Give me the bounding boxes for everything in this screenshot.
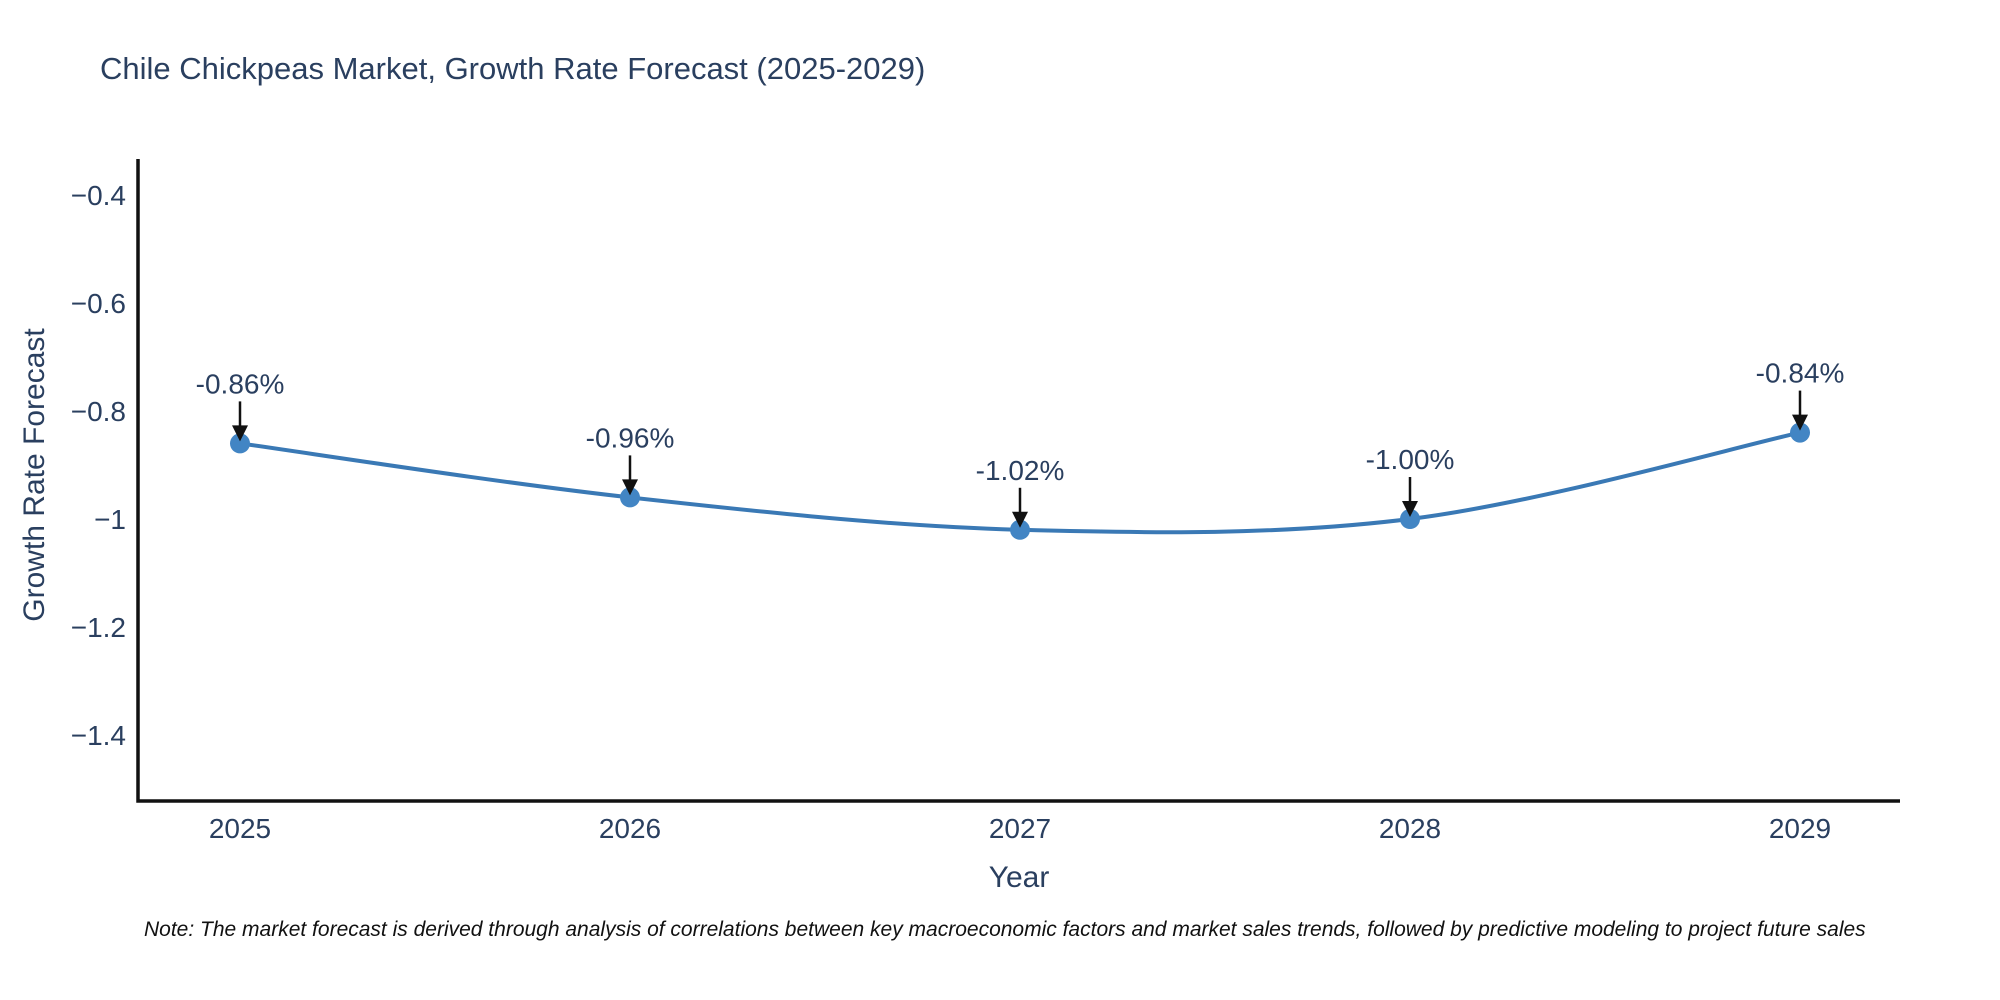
data-point-marker[interactable]	[1790, 422, 1810, 443]
data-point-marker[interactable]	[620, 487, 640, 508]
x-tick-label: 2025	[209, 813, 271, 844]
axis-lines	[136, 159, 1900, 803]
annotation-label: -1.02%	[976, 455, 1065, 486]
plot-area: −0.4 −0.6 −0.8 −1 −1.2 −1.4 2025 2026 2027 2028 20…	[71, 159, 1900, 844]
annotation-label: -0.96%	[586, 422, 675, 453]
data-point-marker[interactable]	[1400, 509, 1420, 529]
y-axis-title: Growth Rate Forecast	[18, 328, 51, 622]
annotation-arrowhead	[1012, 511, 1028, 528]
y-tick-label: −1.4	[71, 720, 126, 751]
annotation-arrowhead	[622, 479, 638, 496]
data-point-marker[interactable]	[230, 433, 250, 454]
footnote: Note: The market forecast is derived thr…	[144, 918, 1866, 941]
annotation-label: -0.86%	[196, 368, 285, 399]
y-tick-label: −0.8	[71, 396, 126, 427]
x-tick-label: 2027	[989, 813, 1051, 844]
annotation-arrowhead	[1402, 501, 1418, 517]
y-tick-label: −1	[94, 504, 126, 535]
chart-title: Chile Chickpeas Market, Growth Rate Fore…	[100, 51, 925, 86]
x-tick-label: 2029	[1769, 813, 1831, 844]
annotation-label: -0.84%	[1756, 358, 1845, 389]
y-tick-label: −0.6	[71, 288, 126, 319]
x-tick-label: 2028	[1379, 813, 1441, 844]
annotation-label: -1.00%	[1366, 444, 1455, 475]
y-tick-label: −0.4	[71, 180, 126, 211]
annotation-arrowhead	[1792, 414, 1808, 431]
data-point-marker[interactable]	[1010, 519, 1030, 540]
x-axis-title: Year	[989, 861, 1050, 894]
y-tick-label: −1.2	[71, 612, 126, 643]
x-tick-label: 2026	[599, 813, 661, 844]
annotation-arrowhead	[232, 425, 248, 442]
